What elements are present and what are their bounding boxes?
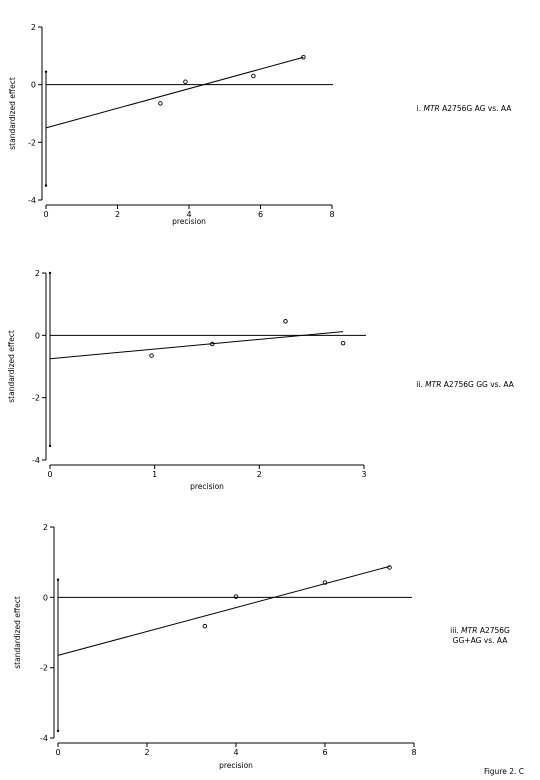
- panel-iii-x-tick-label: 0: [55, 748, 60, 757]
- panel-iii-x-tick-label: 8: [411, 748, 416, 757]
- panel-ii-chart: 2 0 -2 -4 0 1 2 3 precision standardized effect: [7, 269, 367, 491]
- panel-iii-origin-interval-top: [56, 578, 60, 581]
- panel-iii-comparison-line2: GG+AG vs. AA: [452, 636, 508, 645]
- panel-i-origin-interval-top: [44, 70, 48, 73]
- panel-i-regression-line: [45, 56, 304, 129]
- panel-ii-origin-interval-bottom: [48, 444, 52, 448]
- panel-i-comparison: A2756G AG vs. AA: [442, 104, 512, 113]
- panel-i-data-point: [301, 55, 306, 60]
- panel-iii-y-tick-label: 2: [43, 523, 48, 532]
- panel-i-gene: MTR: [423, 104, 440, 113]
- panel-ii-y-tick-label: 2: [35, 269, 40, 278]
- panel-iii-label: iii. MTR A2756G GG+AG vs. AA: [420, 626, 540, 646]
- panel-i-x-tick-label: 4: [186, 210, 191, 219]
- panel-ii-label: ii. MTR A2756G GG vs. AA: [400, 380, 530, 390]
- panel-i-x-tick-label: 0: [43, 210, 48, 219]
- panel-i-x-tick-label: 8: [329, 210, 334, 219]
- panel-iii-data-point: [322, 580, 328, 585]
- figure-label: Figure 2. C: [483, 767, 524, 776]
- panel-iii-y-tick-label: 0: [43, 593, 48, 602]
- panel-iii-x-tick-label: 6: [322, 748, 327, 757]
- panel-ii-x-tick-label: 1: [152, 470, 157, 479]
- panel-i-numeral: i.: [416, 104, 422, 113]
- panel-ii-data-point: [209, 341, 215, 347]
- panel-ii-x-tick-label: 3: [361, 470, 366, 479]
- panel-ii-regression-line: [49, 331, 344, 360]
- panel-ii-x-axis-label: precision: [190, 482, 224, 491]
- panel-i-x-axis-label: precision: [172, 217, 206, 226]
- panel-ii-origin-interval-top: [48, 271, 52, 275]
- panel-iii-x-tick-label: 4: [233, 748, 238, 757]
- panel-iii-data-point: [233, 594, 239, 599]
- panel-ii-x-tick-label: 0: [47, 470, 52, 479]
- panel-i-y-axis-label: standardized effect: [8, 77, 17, 150]
- panel-i-x-tick-label: 2: [115, 210, 120, 219]
- panel-iii-data-point: [202, 623, 208, 629]
- panel-i-origin-interval-bottom: [44, 184, 48, 187]
- panel-i-label: i. MTR A2756G AG vs. AA: [400, 104, 528, 114]
- panel-i-y-tick-label: 0: [31, 81, 36, 90]
- panel-ii-y-tick-label: -4: [32, 456, 40, 465]
- panel-iii-origin-interval-bottom: [56, 729, 60, 733]
- panel-iii-y-tick-label: -4: [40, 734, 48, 743]
- panel-i-data-point: [251, 73, 256, 79]
- panel-i-y-tick-label: -4: [28, 196, 36, 205]
- panel-iii-y-axis-label: standardized effect: [13, 596, 22, 669]
- panel-iii-chart: 2 0 -2 -4 0 2 4 6 8 precision standardized effect: [13, 523, 417, 770]
- panel-iii-comparison: A2756G: [479, 626, 510, 635]
- panel-ii-x-tick-label: 2: [257, 470, 262, 479]
- panel-iii-gene: MTR: [461, 626, 478, 635]
- panel-ii-y-tick-label: -2: [32, 394, 40, 403]
- panel-i-y-tick-label: -2: [28, 138, 36, 147]
- panel-iii-x-tick-label: 2: [144, 748, 149, 757]
- panel-i-chart: 2 0 -2 -4 0 2 4 6 8 precision standardized effect: [8, 23, 335, 226]
- panel-ii-comparison: A2756G GG vs. AA: [443, 380, 514, 389]
- panel-iii-numeral: iii.: [450, 626, 459, 635]
- panel-ii-y-axis-label: standardized effect: [7, 330, 16, 403]
- panel-ii-data-point: [283, 319, 288, 324]
- panel-ii-data-point: [340, 340, 346, 346]
- panel-i-x-tick-label: 6: [258, 210, 263, 219]
- panel-iii-x-axis-label: precision: [219, 761, 253, 770]
- panel-ii-numeral: ii.: [416, 380, 423, 389]
- panel-ii-gene: MTR: [425, 380, 442, 389]
- panel-iii-regression-line: [57, 565, 390, 656]
- panel-i-y-tick-label: 2: [31, 23, 36, 32]
- panel-ii-data-point: [149, 353, 154, 358]
- panel-i-data-point: [158, 101, 163, 106]
- panel-i-data-point: [183, 79, 188, 85]
- panel-iii-y-tick-label: -2: [40, 664, 48, 673]
- panel-iii-data-point: [387, 565, 392, 570]
- panel-ii-y-tick-label: 0: [35, 331, 40, 340]
